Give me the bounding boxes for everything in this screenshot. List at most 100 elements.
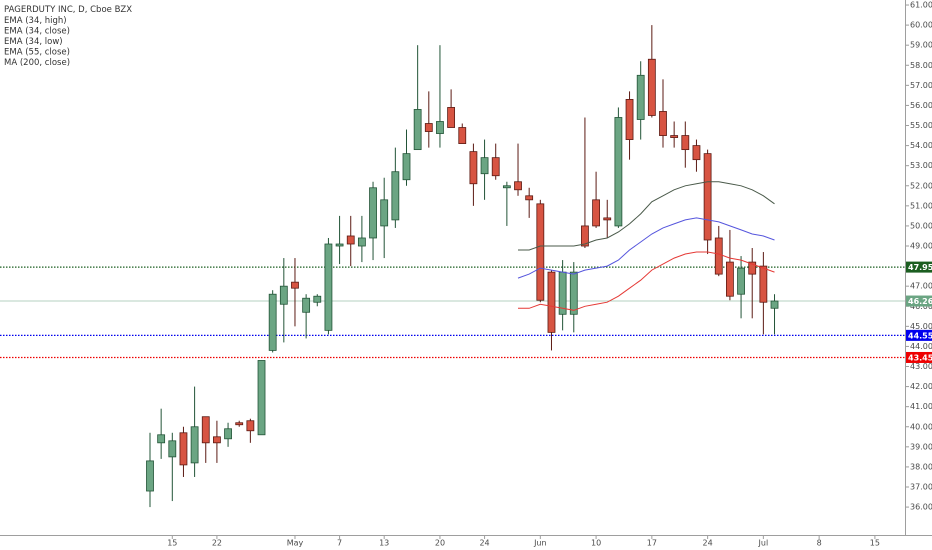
candle-body xyxy=(458,127,467,144)
candle-body xyxy=(246,420,255,432)
indicator-line xyxy=(518,251,775,311)
x-tick-label: Jul xyxy=(758,539,769,548)
candle-body xyxy=(625,99,634,140)
candle-body xyxy=(146,460,154,492)
y-tick-label: 50.00 xyxy=(910,221,932,230)
candle-body xyxy=(759,265,768,303)
candle-body xyxy=(603,217,612,221)
candle-body xyxy=(357,237,366,247)
y-tick-label: 59.00 xyxy=(910,41,932,50)
candle-body xyxy=(391,171,400,221)
candle-body xyxy=(268,293,277,351)
y-tick-label: 43.00 xyxy=(910,362,932,371)
candle-body xyxy=(469,151,478,185)
candle-body xyxy=(692,145,701,161)
y-tick-label: 40.00 xyxy=(910,422,932,431)
indicator-legend: EMA (55, close) xyxy=(4,48,70,58)
candle-body xyxy=(569,271,578,315)
x-tick-label: 17 xyxy=(647,539,657,548)
y-tick-label: 45.00 xyxy=(910,322,932,331)
candle-body xyxy=(536,203,545,301)
x-tick-label: Jun xyxy=(533,539,547,548)
candle-body xyxy=(502,185,511,189)
candle-body xyxy=(681,135,690,151)
price-label-box xyxy=(906,351,932,363)
candle-body xyxy=(748,261,757,275)
indicator-legend: EMA (34, close) xyxy=(4,27,70,37)
price-label: 44.55 xyxy=(908,331,932,340)
x-tick-label: 22 xyxy=(212,539,222,548)
indicator-legend: MA (200, close) xyxy=(4,58,70,68)
candle-body xyxy=(491,157,500,177)
candle-body xyxy=(659,111,667,136)
y-tick-label: 38.00 xyxy=(910,462,932,471)
candle-body xyxy=(413,109,422,151)
candle-body xyxy=(313,295,322,303)
candle-body xyxy=(168,440,177,458)
candle-body xyxy=(402,153,411,181)
y-tick-label: 36.00 xyxy=(910,503,932,512)
candle-body xyxy=(525,195,534,201)
candle-body xyxy=(201,416,210,444)
chart-title: PAGERDUTY INC, D, Cboe BZX xyxy=(4,5,132,15)
price-label-box xyxy=(906,261,932,273)
candle-body xyxy=(547,271,556,333)
y-tick-label: 57.00 xyxy=(910,81,932,90)
y-tick-label: 52.00 xyxy=(910,181,932,190)
candle-body xyxy=(592,199,600,227)
candle-body xyxy=(257,360,266,436)
candle-body xyxy=(726,261,734,297)
candle-body xyxy=(647,58,656,116)
candle-body xyxy=(514,181,522,191)
indicator-legend: EMA (34, low) xyxy=(4,37,63,47)
candle-body xyxy=(291,281,299,289)
y-tick-label: 44.00 xyxy=(910,342,932,351)
price-label-box xyxy=(906,329,932,341)
price-label-box xyxy=(906,295,932,307)
y-tick-label: 60.00 xyxy=(910,21,932,30)
candle-body xyxy=(380,199,389,227)
indicator-line xyxy=(517,217,775,279)
y-tick-label: 51.00 xyxy=(910,201,932,210)
candle-body xyxy=(190,426,199,464)
y-tick-label: 39.00 xyxy=(910,442,932,451)
x-tick-label: 7 xyxy=(337,539,342,548)
candle-body xyxy=(279,285,288,305)
x-tick-label: 10 xyxy=(591,539,601,548)
x-tick-label: 24 xyxy=(479,539,489,548)
indicator-legend: EMA (34, high) xyxy=(4,16,67,26)
y-tick-label: 58.00 xyxy=(910,61,932,70)
y-tick-label: 61.00 xyxy=(910,1,932,10)
x-tick-label: 15 xyxy=(870,539,880,548)
x-tick-label: May xyxy=(287,539,304,548)
x-tick-label: 13 xyxy=(379,539,389,548)
candle-body xyxy=(213,436,221,444)
candle-body xyxy=(703,153,712,241)
y-tick-label: 47.00 xyxy=(910,282,932,291)
y-tick-label: 55.00 xyxy=(910,121,932,130)
indicator-line xyxy=(518,181,775,251)
candle-body xyxy=(714,237,723,275)
candle-body xyxy=(770,300,779,309)
candle-body xyxy=(157,434,166,444)
candle-body xyxy=(335,243,344,247)
y-tick-label: 41.00 xyxy=(910,402,932,411)
x-tick-label: 20 xyxy=(435,539,445,548)
candle-body xyxy=(480,157,489,175)
y-tick-label: 54.00 xyxy=(910,141,932,150)
candle-body xyxy=(224,428,232,440)
x-tick-label: 15 xyxy=(167,539,177,548)
candle-body xyxy=(436,121,444,134)
candle-body xyxy=(424,123,433,132)
candle-body xyxy=(636,74,645,120)
price-label: 43.45 xyxy=(908,353,932,362)
candle-body xyxy=(302,297,311,313)
y-tick-label: 37.00 xyxy=(910,483,932,492)
y-tick-label: 49.00 xyxy=(910,242,932,251)
candle-body xyxy=(235,422,244,426)
price-label: 46.26 xyxy=(908,297,932,306)
candle-body xyxy=(324,243,333,331)
candle-body xyxy=(447,107,456,128)
x-tick-label: 24 xyxy=(703,539,713,548)
